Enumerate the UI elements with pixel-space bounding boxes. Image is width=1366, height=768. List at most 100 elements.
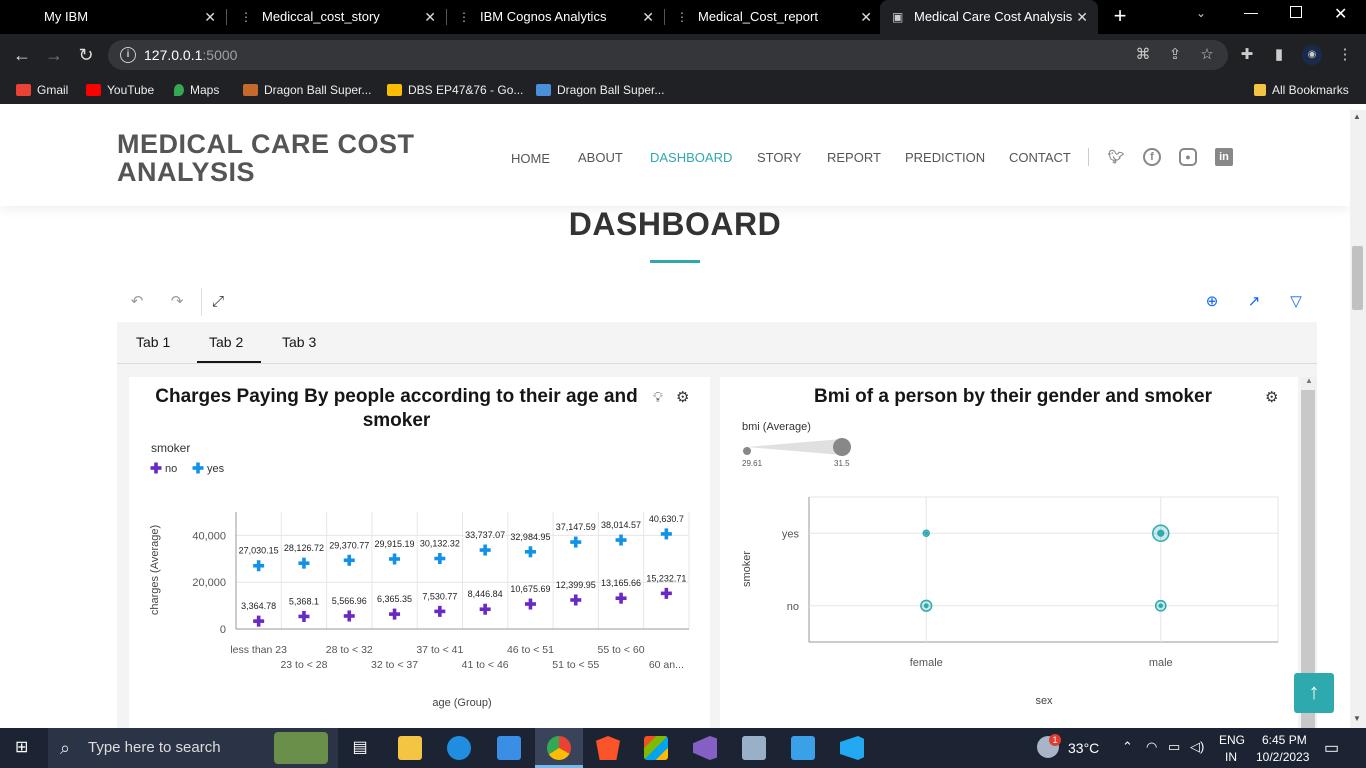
brave-icon[interactable]: [596, 736, 620, 760]
back-icon[interactable]: ←: [13, 45, 31, 65]
window-close-icon[interactable]: ✕: [1334, 6, 1348, 23]
instagram-icon[interactable]: ●: [1179, 148, 1197, 166]
browser-tab[interactable]: ⋮ Mediccal_cost_story ✕: [228, 0, 446, 34]
nav-report[interactable]: REPORT: [827, 150, 881, 165]
twitter-icon[interactable]: 🐦︎: [1107, 149, 1125, 164]
profile-avatar[interactable]: ◉: [1302, 45, 1322, 65]
page-scroll-thumb[interactable]: [1352, 246, 1363, 310]
store-icon[interactable]: [644, 736, 668, 760]
data-point-no[interactable]: [298, 610, 310, 622]
bookmark-youtube[interactable]: YouTube: [86, 76, 154, 104]
file-explorer-icon[interactable]: [398, 736, 422, 760]
settings-icon[interactable]: ⚙: [1265, 389, 1279, 406]
share-icon[interactable]: ⇪: [1168, 46, 1182, 63]
site-info-icon[interactable]: i: [120, 47, 136, 63]
browser-tab[interactable]: ⋮ IBM Cognos Analytics ✕: [446, 0, 664, 34]
all-bookmarks[interactable]: All Bookmarks: [1254, 76, 1349, 104]
chevron-up-icon[interactable]: ⌃: [1122, 739, 1133, 754]
facebook-icon[interactable]: f: [1143, 148, 1161, 166]
close-icon[interactable]: ✕: [642, 9, 654, 25]
insights-icon[interactable]: ↗: [1247, 293, 1261, 310]
close-icon[interactable]: ✕: [860, 9, 872, 25]
data-point-no[interactable]: [570, 594, 582, 606]
page-scroll-up-icon[interactable]: ▲: [1353, 112, 1361, 121]
new-tab-icon[interactable]: +: [1113, 3, 1127, 28]
extensions-icon[interactable]: ✚: [1240, 46, 1254, 63]
nav-dashboard[interactable]: DASHBOARD: [650, 150, 733, 165]
data-point[interactable]: [922, 529, 930, 537]
vscode-icon[interactable]: [840, 736, 864, 760]
fullscreen-icon[interactable]: ⤢: [211, 293, 224, 310]
linkedin-icon[interactable]: in: [1215, 148, 1233, 166]
volume-icon[interactable]: ◁): [1190, 739, 1205, 754]
data-point-yes[interactable]: [524, 546, 536, 558]
filter-icon[interactable]: ▽: [1290, 293, 1302, 310]
tab-2[interactable]: Tab 2: [209, 334, 244, 350]
bookmark-dbs-drive[interactable]: DBS EP47&76 - Go...: [387, 76, 523, 104]
bookmark-gmail[interactable]: Gmail: [16, 76, 68, 104]
data-point-no[interactable]: [434, 605, 446, 617]
snipping-tool-icon[interactable]: [742, 736, 766, 760]
bookmark-star-icon[interactable]: ☆: [1200, 46, 1214, 63]
chart-card-bmi[interactable]: Bmi of a person by their gender and smok…: [720, 377, 1298, 728]
data-point[interactable]: [1154, 599, 1167, 612]
data-point-yes[interactable]: [298, 557, 310, 569]
data-point-yes[interactable]: [660, 528, 672, 540]
nav-home[interactable]: HOME: [511, 151, 550, 166]
translate-icon[interactable]: ⌘: [1135, 46, 1151, 63]
windows-start-icon[interactable]: ⊞: [15, 739, 29, 756]
close-icon[interactable]: ✕: [1076, 9, 1088, 25]
data-point-no[interactable]: [524, 598, 536, 610]
nav-prediction[interactable]: PREDICTION: [905, 150, 986, 165]
bookmark-dragon-ball-1[interactable]: Dragon Ball Super...: [243, 76, 371, 104]
tab-1[interactable]: Tab 1: [136, 334, 171, 350]
browser-tab[interactable]: My IBM ✕: [0, 0, 226, 34]
nav-contact[interactable]: CONTACT: [1009, 150, 1071, 165]
bookmark-dragon-ball-2[interactable]: Dragon Ball Super...: [536, 76, 664, 104]
temperature[interactable]: 33°C: [1068, 740, 1100, 756]
visual-studio-icon[interactable]: [693, 736, 717, 760]
data-point-yes[interactable]: [253, 560, 265, 572]
nav-story[interactable]: STORY: [757, 150, 802, 165]
data-point-yes[interactable]: [389, 553, 401, 565]
language-in[interactable]: IN: [1225, 750, 1237, 764]
legend-marker[interactable]: [192, 462, 204, 474]
bookmark-maps[interactable]: Maps: [174, 76, 219, 104]
forward-icon[interactable]: →: [45, 45, 63, 65]
close-icon[interactable]: ✕: [204, 9, 216, 25]
zoom-icon[interactable]: ⊕: [1205, 293, 1219, 310]
side-panel-icon[interactable]: ▮: [1274, 46, 1284, 63]
data-point-yes[interactable]: [570, 536, 582, 548]
data-point[interactable]: [1152, 524, 1170, 542]
close-icon[interactable]: ✕: [424, 9, 436, 25]
site-brand[interactable]: MEDICAL CARE COST ANALYSIS: [117, 129, 415, 187]
data-point-no[interactable]: [343, 610, 355, 622]
dashboard-scroll-thumb[interactable]: [1301, 390, 1315, 728]
scroll-up-icon[interactable]: ▲: [1305, 376, 1313, 385]
data-point-yes[interactable]: [343, 554, 355, 566]
redo-icon[interactable]: ↷: [170, 293, 184, 310]
mail-icon[interactable]: [497, 736, 521, 760]
edge-icon[interactable]: [447, 736, 471, 760]
browser-tab-active[interactable]: ▣ Medical Care Cost Analysis ✕: [880, 0, 1098, 34]
data-point-no[interactable]: [253, 615, 265, 627]
wifi-icon[interactable]: ◠: [1146, 739, 1158, 754]
photos-icon[interactable]: [791, 736, 815, 760]
language-eng[interactable]: ENG: [1219, 733, 1246, 747]
data-point-no[interactable]: [660, 587, 672, 599]
menu-icon[interactable]: ⋮: [1337, 46, 1353, 63]
battery-icon[interactable]: ▭: [1168, 739, 1181, 754]
nav-about[interactable]: ABOUT: [578, 150, 623, 165]
reload-icon[interactable]: ↻: [78, 45, 94, 65]
taskbar-search[interactable]: ⌕ Type here to search: [48, 728, 338, 768]
clock-time[interactable]: 6:45 PM: [1262, 733, 1307, 747]
data-point-no[interactable]: [389, 608, 401, 620]
back-to-top-button[interactable]: ↑: [1294, 673, 1334, 713]
data-point[interactable]: [920, 599, 933, 612]
browser-tab[interactable]: ⋮ Medical_Cost_report ✕: [664, 0, 882, 34]
data-point-yes[interactable]: [479, 544, 491, 556]
chrome-icon[interactable]: [547, 736, 571, 760]
notification-icon[interactable]: ▭: [1324, 740, 1340, 757]
task-view-icon[interactable]: ▤: [352, 739, 368, 756]
undo-icon[interactable]: ↶: [130, 293, 144, 310]
